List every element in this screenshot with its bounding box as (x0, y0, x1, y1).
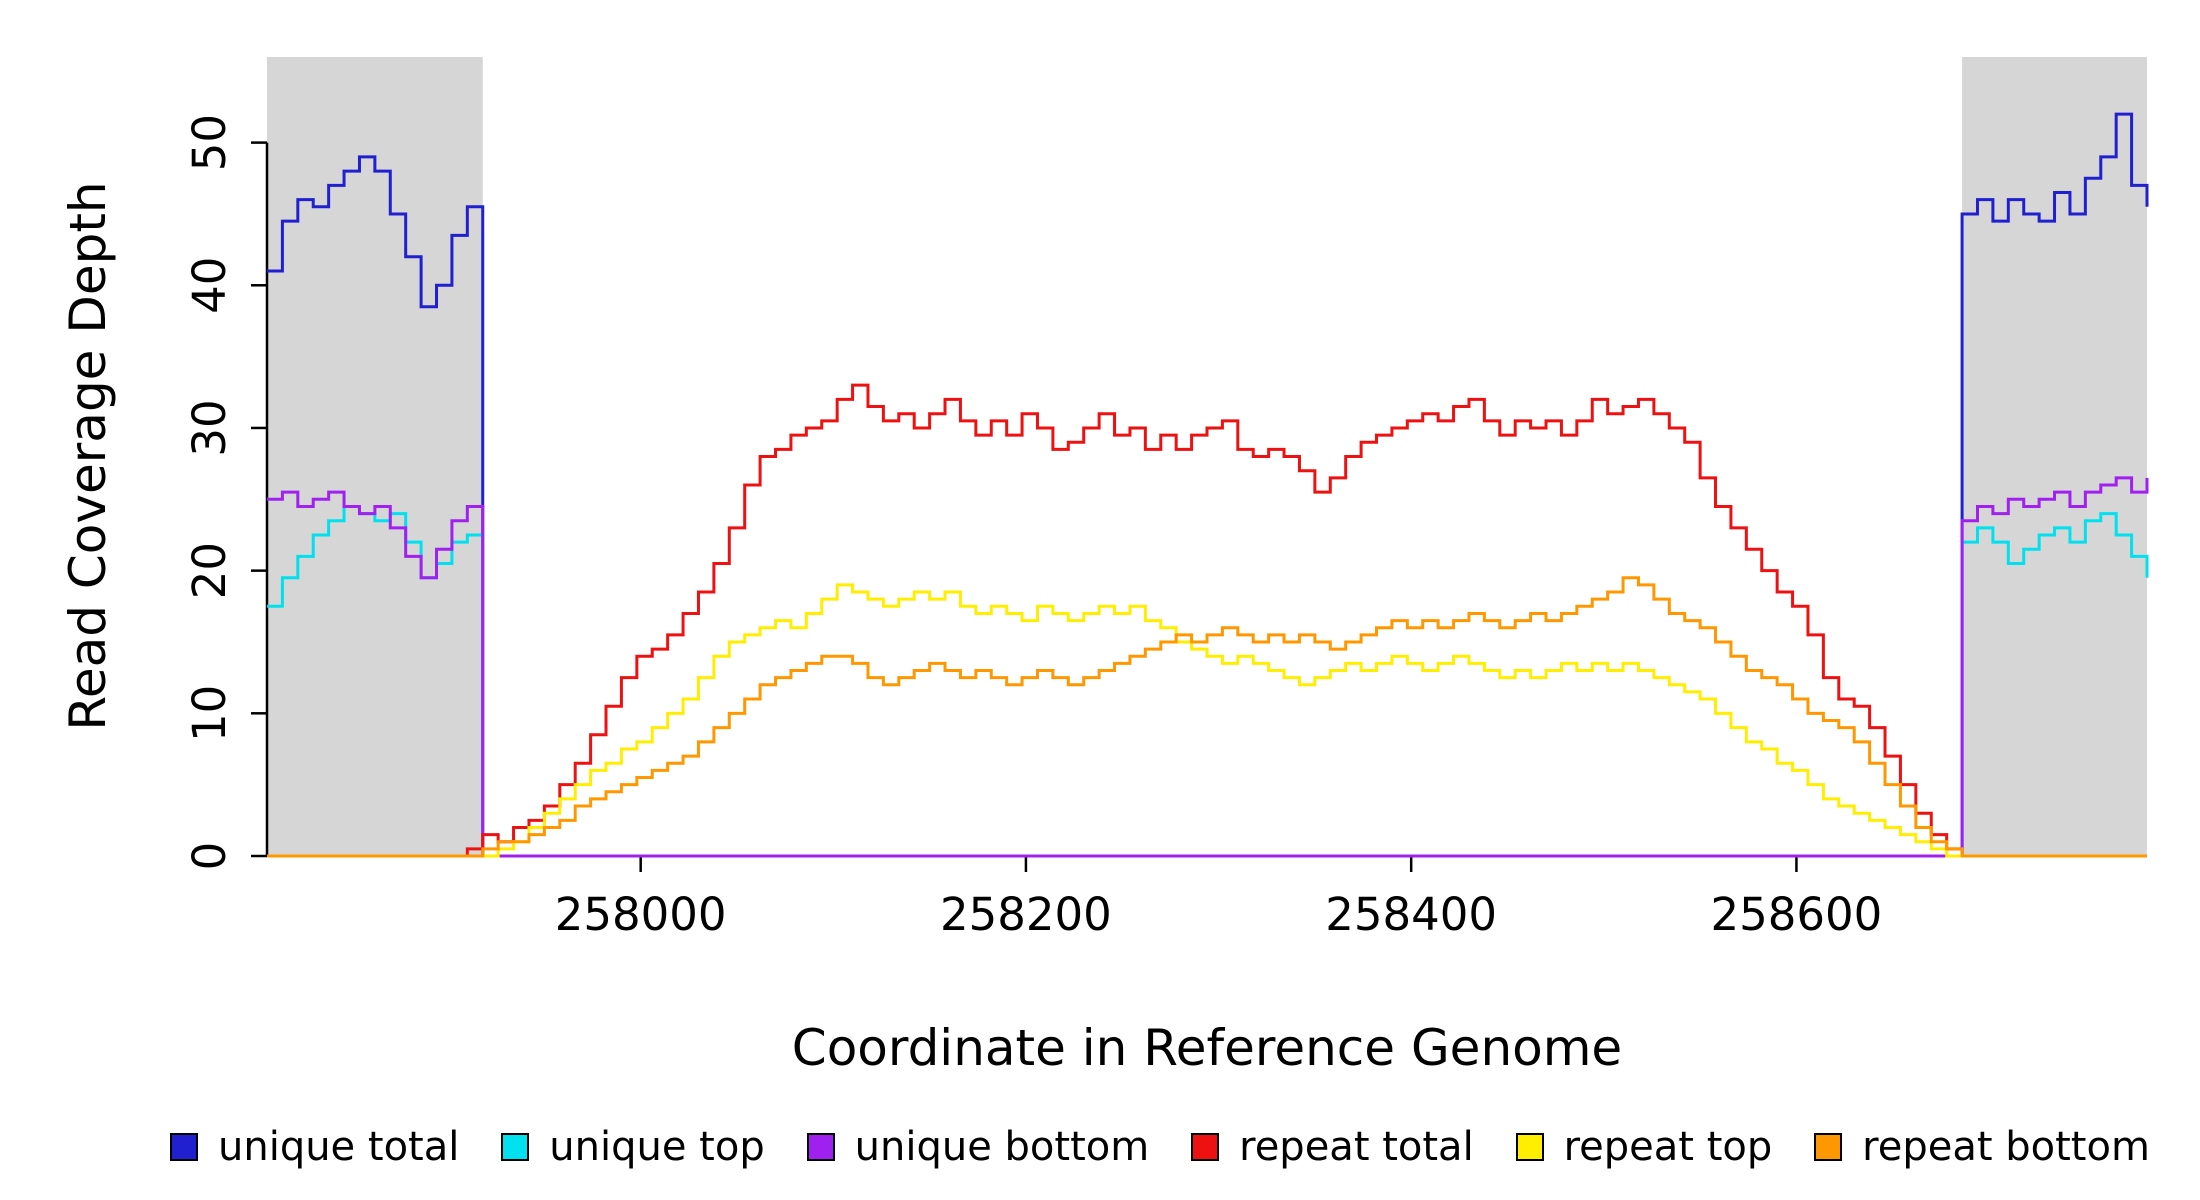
legend-swatch (1191, 1133, 1220, 1161)
legend-label: repeat top (1563, 1124, 1773, 1170)
x-tick-label: 258000 (555, 888, 727, 941)
legend-label: unique total (218, 1124, 460, 1170)
legend-swatch (501, 1133, 530, 1161)
legend-label: unique top (549, 1124, 765, 1170)
legend-label: repeat total (1239, 1124, 1474, 1170)
legend-item-repeat-total: repeat total (1191, 1124, 1474, 1170)
legend-swatch (170, 1133, 198, 1161)
legend-item-unique-bottom: unique bottom (806, 1124, 1150, 1170)
legend-label: unique bottom (854, 1124, 1150, 1170)
legend-swatch (806, 1133, 835, 1161)
x-axis-label: Coordinate in Reference Genome (791, 1019, 1623, 1077)
legend-item-repeat-bottom: repeat bottom (1814, 1124, 2150, 1170)
series-line-repeat-top (267, 583, 2147, 858)
shaded-region (1962, 57, 2147, 856)
legend-swatch (1515, 1133, 1544, 1161)
x-tick-label: 258600 (1711, 888, 1883, 941)
legend-item-unique-top: unique top (501, 1124, 765, 1170)
series-line-unique-total (267, 112, 2149, 858)
series-line-repeat-total (267, 383, 2147, 858)
y-tick-label: 10 (183, 685, 236, 742)
legend-item-unique-total: unique total (170, 1124, 459, 1170)
y-tick-label: 50 (183, 114, 236, 171)
legend-label: repeat bottom (1862, 1124, 2150, 1170)
y-tick-label: 0 (183, 842, 236, 871)
series-line-repeat-bottom (267, 576, 2147, 858)
legend-swatch (1814, 1133, 1843, 1161)
x-tick-label: 258400 (1325, 888, 1497, 941)
y-axis-label: Read Coverage Depth (59, 181, 117, 731)
series-line-unique-top (267, 504, 2149, 858)
y-tick-label: 40 (183, 257, 236, 314)
shaded-region (267, 57, 483, 856)
series-line-unique-bottom (267, 476, 2149, 858)
legend-item-repeat-top: repeat top (1515, 1124, 1773, 1170)
y-tick-label: 20 (183, 542, 236, 599)
y-tick-label: 30 (183, 399, 236, 456)
legend: unique total unique top unique bottom re… (170, 1124, 2150, 1170)
x-tick-label: 258200 (940, 888, 1112, 941)
